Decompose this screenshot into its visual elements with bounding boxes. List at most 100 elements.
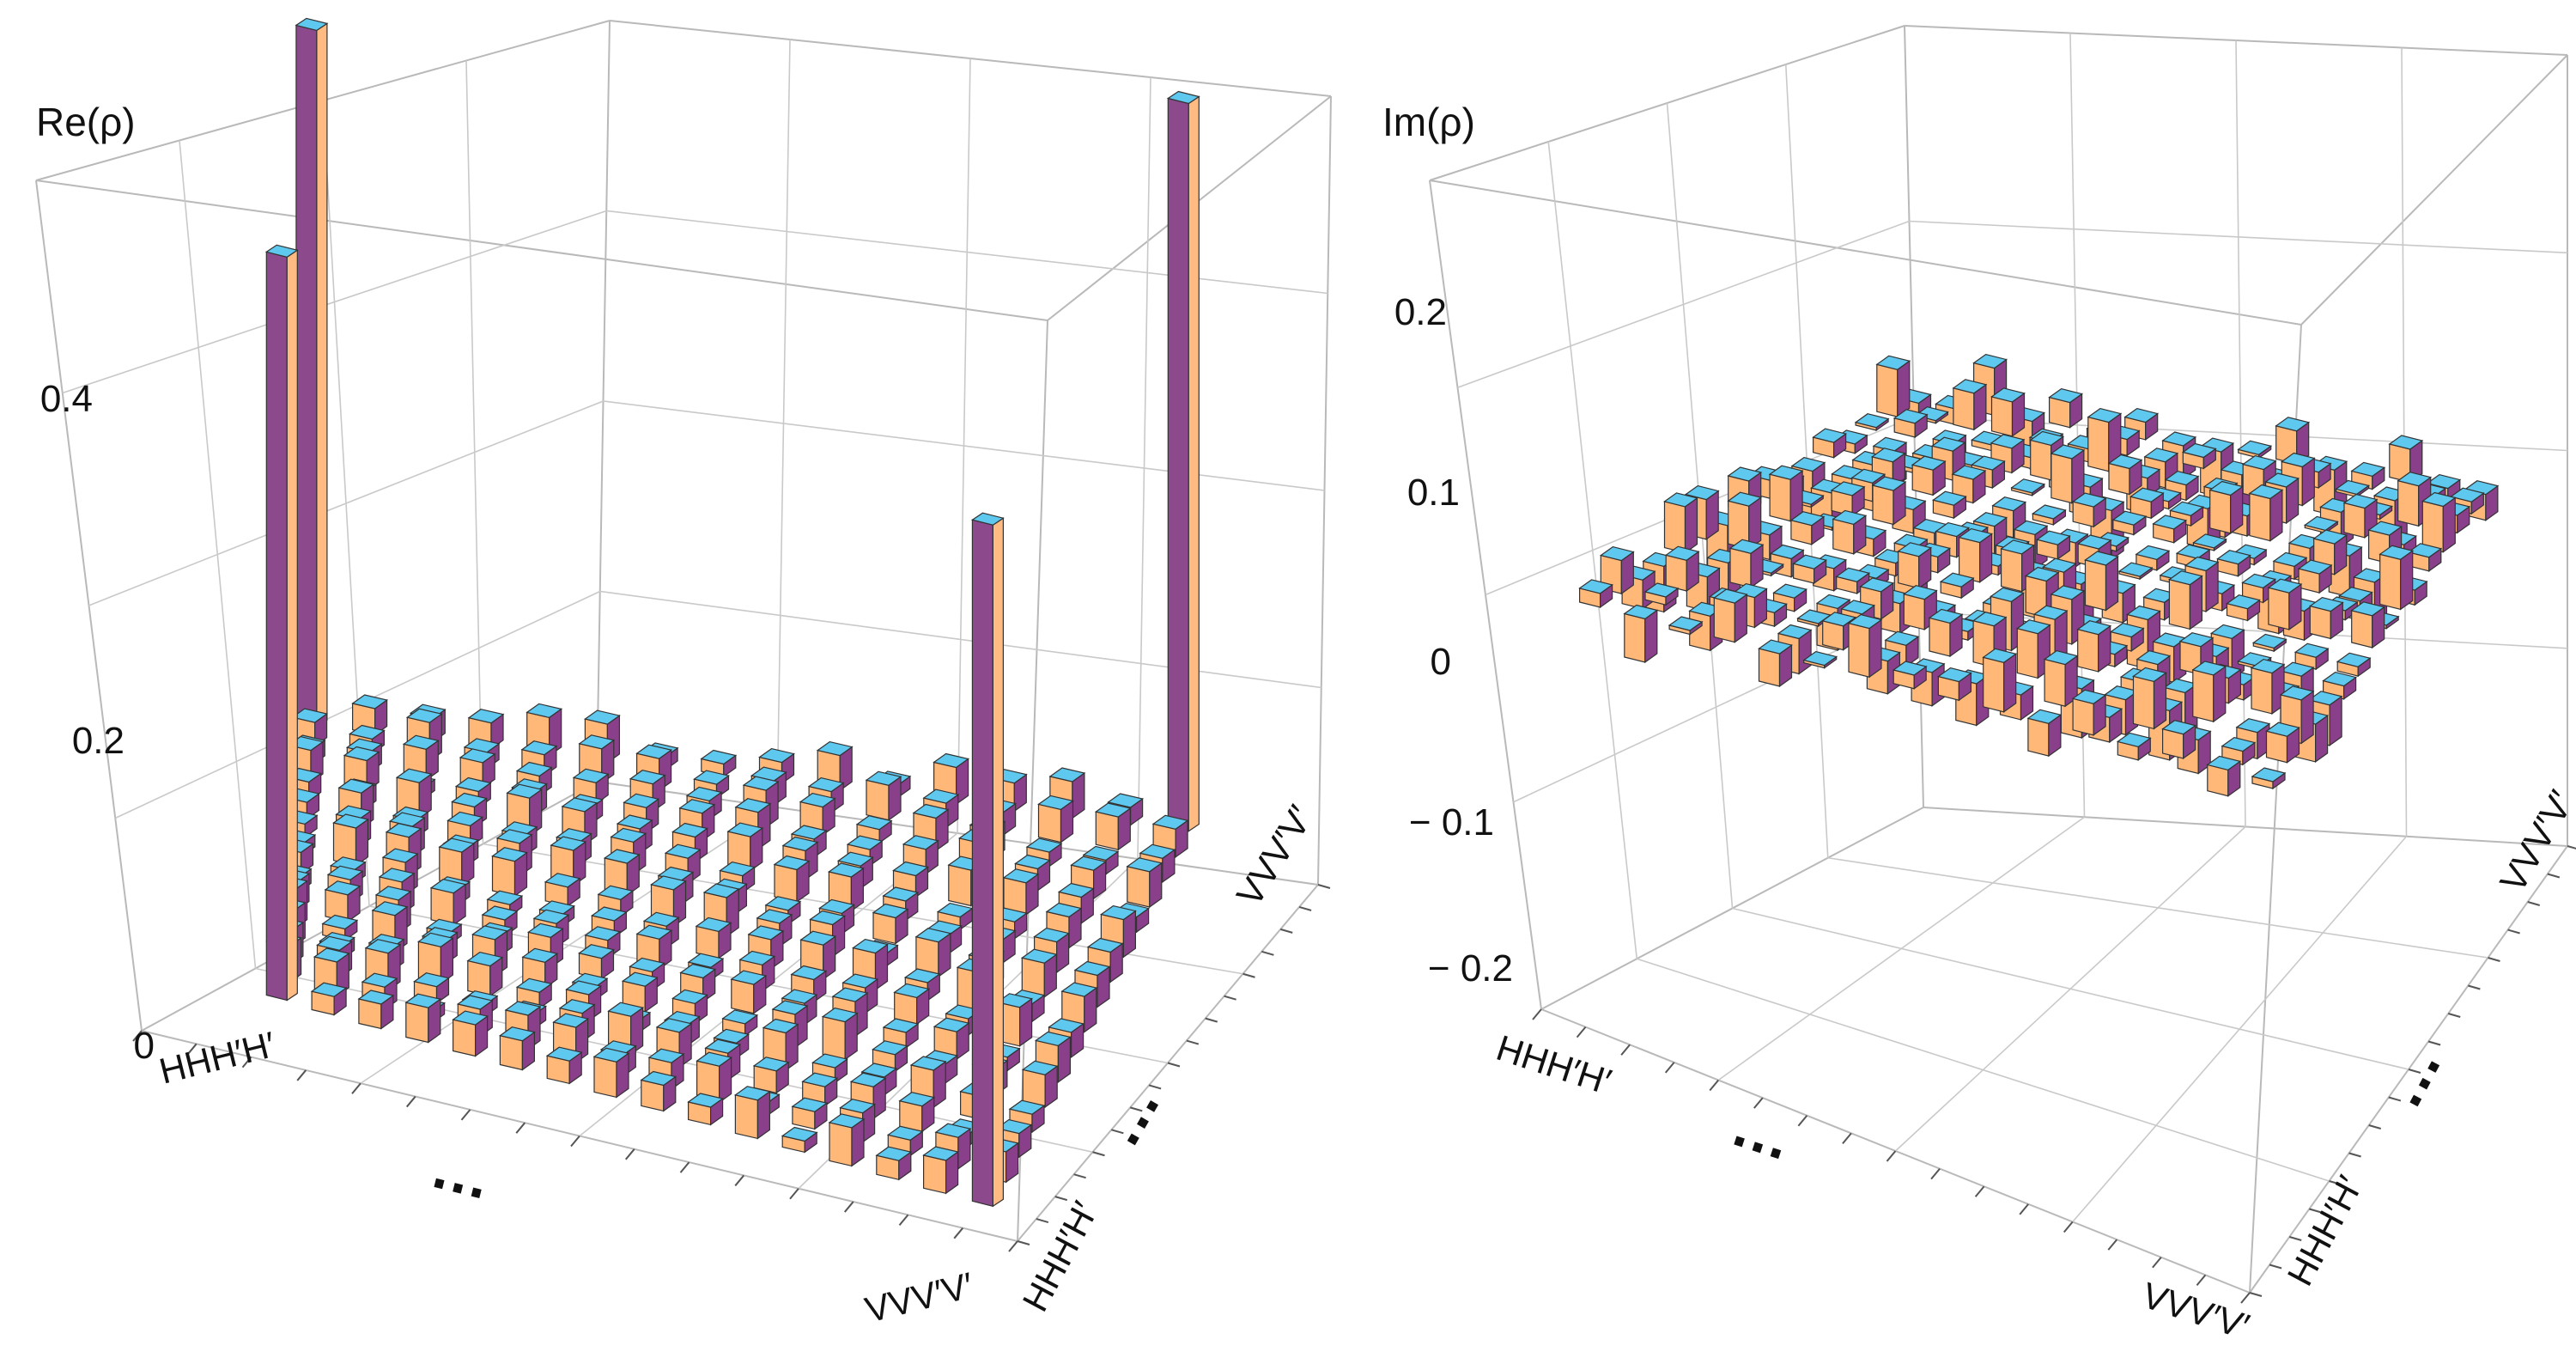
col-tick-mark — [2368, 1124, 2382, 1130]
bar-top — [2050, 444, 2086, 460]
bar-im — [1928, 608, 1964, 658]
bar-im — [1982, 648, 2018, 713]
bar-face-left — [2379, 553, 2402, 611]
bar-top — [451, 792, 488, 808]
bar-top — [2076, 534, 2112, 550]
bar-re — [597, 885, 635, 917]
row-tick-mark — [186, 1043, 197, 1055]
bar-face-right — [2189, 575, 2202, 630]
bar-re — [635, 924, 673, 971]
col-tick-mark — [2309, 1208, 2322, 1214]
bar-re — [752, 1056, 790, 1094]
bar-re — [655, 1018, 693, 1069]
bar-re-peak — [970, 512, 1005, 1208]
bar-top — [2293, 642, 2330, 658]
bar-top — [912, 803, 950, 819]
bar-face-left — [866, 779, 890, 821]
row-tick-mark — [1576, 1026, 1587, 1038]
real-part-title: Re(ρ) — [36, 100, 136, 144]
wall-grid-line — [1457, 220, 2568, 389]
bar-top — [841, 973, 879, 989]
bar-top — [791, 1097, 829, 1112]
col-tick-mark — [2527, 901, 2541, 906]
bar-re — [404, 993, 442, 1044]
bar-face-left — [405, 1002, 429, 1044]
bar-face-left — [467, 959, 491, 997]
bar-face-right — [1868, 618, 1882, 679]
bar-im — [2265, 722, 2300, 764]
wall-grid-line — [1137, 76, 1151, 860]
bar-face-left — [1876, 363, 1899, 417]
bar-im — [1768, 465, 1804, 522]
bar-top — [2116, 732, 2152, 748]
col-tick-mark — [2427, 1040, 2441, 1046]
bar-top — [520, 740, 558, 756]
bar-face-left — [2027, 717, 2050, 757]
bar-face-left — [2132, 675, 2155, 730]
row-tick-mark — [1620, 1044, 1631, 1056]
row-tick-mark — [843, 1201, 854, 1213]
im-row-ellipsis: … — [1723, 1091, 1806, 1175]
bar-re — [781, 1126, 818, 1154]
bar-top — [2421, 491, 2457, 508]
bar-top — [578, 734, 616, 750]
bar-top — [2350, 601, 2386, 617]
bar-re — [799, 792, 836, 837]
bar-im — [2010, 478, 2046, 496]
bar-top — [733, 1086, 771, 1101]
row-tick-mark — [2240, 1292, 2251, 1304]
im-z-tick-2: 0 — [1431, 641, 1451, 683]
bar-top — [467, 709, 505, 724]
bar-im — [1623, 604, 1659, 664]
bar-im — [2388, 435, 2424, 484]
bar-top — [2161, 720, 2197, 735]
bar-top — [1897, 542, 1933, 557]
bar-top — [773, 855, 811, 871]
bar-top — [1802, 650, 1838, 667]
re-row-ellipsis: … — [424, 1133, 504, 1214]
bar-re — [696, 1051, 733, 1104]
bar-top — [762, 1018, 799, 1034]
col-tick-mark — [2567, 845, 2576, 849]
bar-face-left — [822, 1015, 846, 1061]
bar-face-left — [1624, 612, 1646, 663]
bar-top — [781, 836, 819, 852]
bar-top — [934, 1123, 972, 1138]
bar-top — [2032, 605, 2069, 620]
bar-top — [1663, 492, 1698, 508]
bar-top — [730, 970, 768, 985]
bar-top — [1982, 648, 2018, 663]
bar-top — [603, 849, 641, 864]
bar-top — [756, 909, 793, 924]
bar-top — [1884, 630, 1920, 646]
bar-top — [1086, 937, 1124, 953]
bar-re — [429, 879, 467, 926]
bar-top — [2241, 454, 2277, 471]
bar-top — [855, 815, 893, 831]
bar-top — [2241, 573, 2277, 589]
bar-im — [2129, 487, 2165, 520]
bar-top — [2337, 587, 2373, 602]
col-tick-mark — [1054, 1196, 1068, 1202]
bar-top — [1014, 854, 1051, 870]
imaginary-part-chart: Im(ρ) 0.2 0.1 0 − 0.1 − 0.2 HHH′H′ … VVV… — [1382, 25, 2576, 1347]
bar-top — [790, 965, 828, 981]
bar-top — [1082, 845, 1120, 862]
bar-top — [2235, 718, 2271, 734]
bar-re — [545, 1046, 583, 1085]
bar-top — [1712, 588, 1748, 604]
bar-im — [2192, 533, 2227, 552]
bar-top — [607, 1002, 645, 1017]
bar-top — [1664, 545, 1700, 561]
bar-top — [316, 935, 353, 951]
bar-top — [2226, 594, 2261, 610]
bar-top — [1972, 353, 2008, 369]
bar-top — [1769, 544, 1805, 560]
bar-top — [264, 244, 299, 258]
bar-im — [1832, 509, 1868, 555]
row-tick-mark — [2019, 1203, 2029, 1215]
bar-top — [700, 749, 738, 765]
bar-face-left — [265, 251, 288, 1002]
bar-top — [558, 999, 596, 1014]
bar-top — [526, 703, 563, 719]
